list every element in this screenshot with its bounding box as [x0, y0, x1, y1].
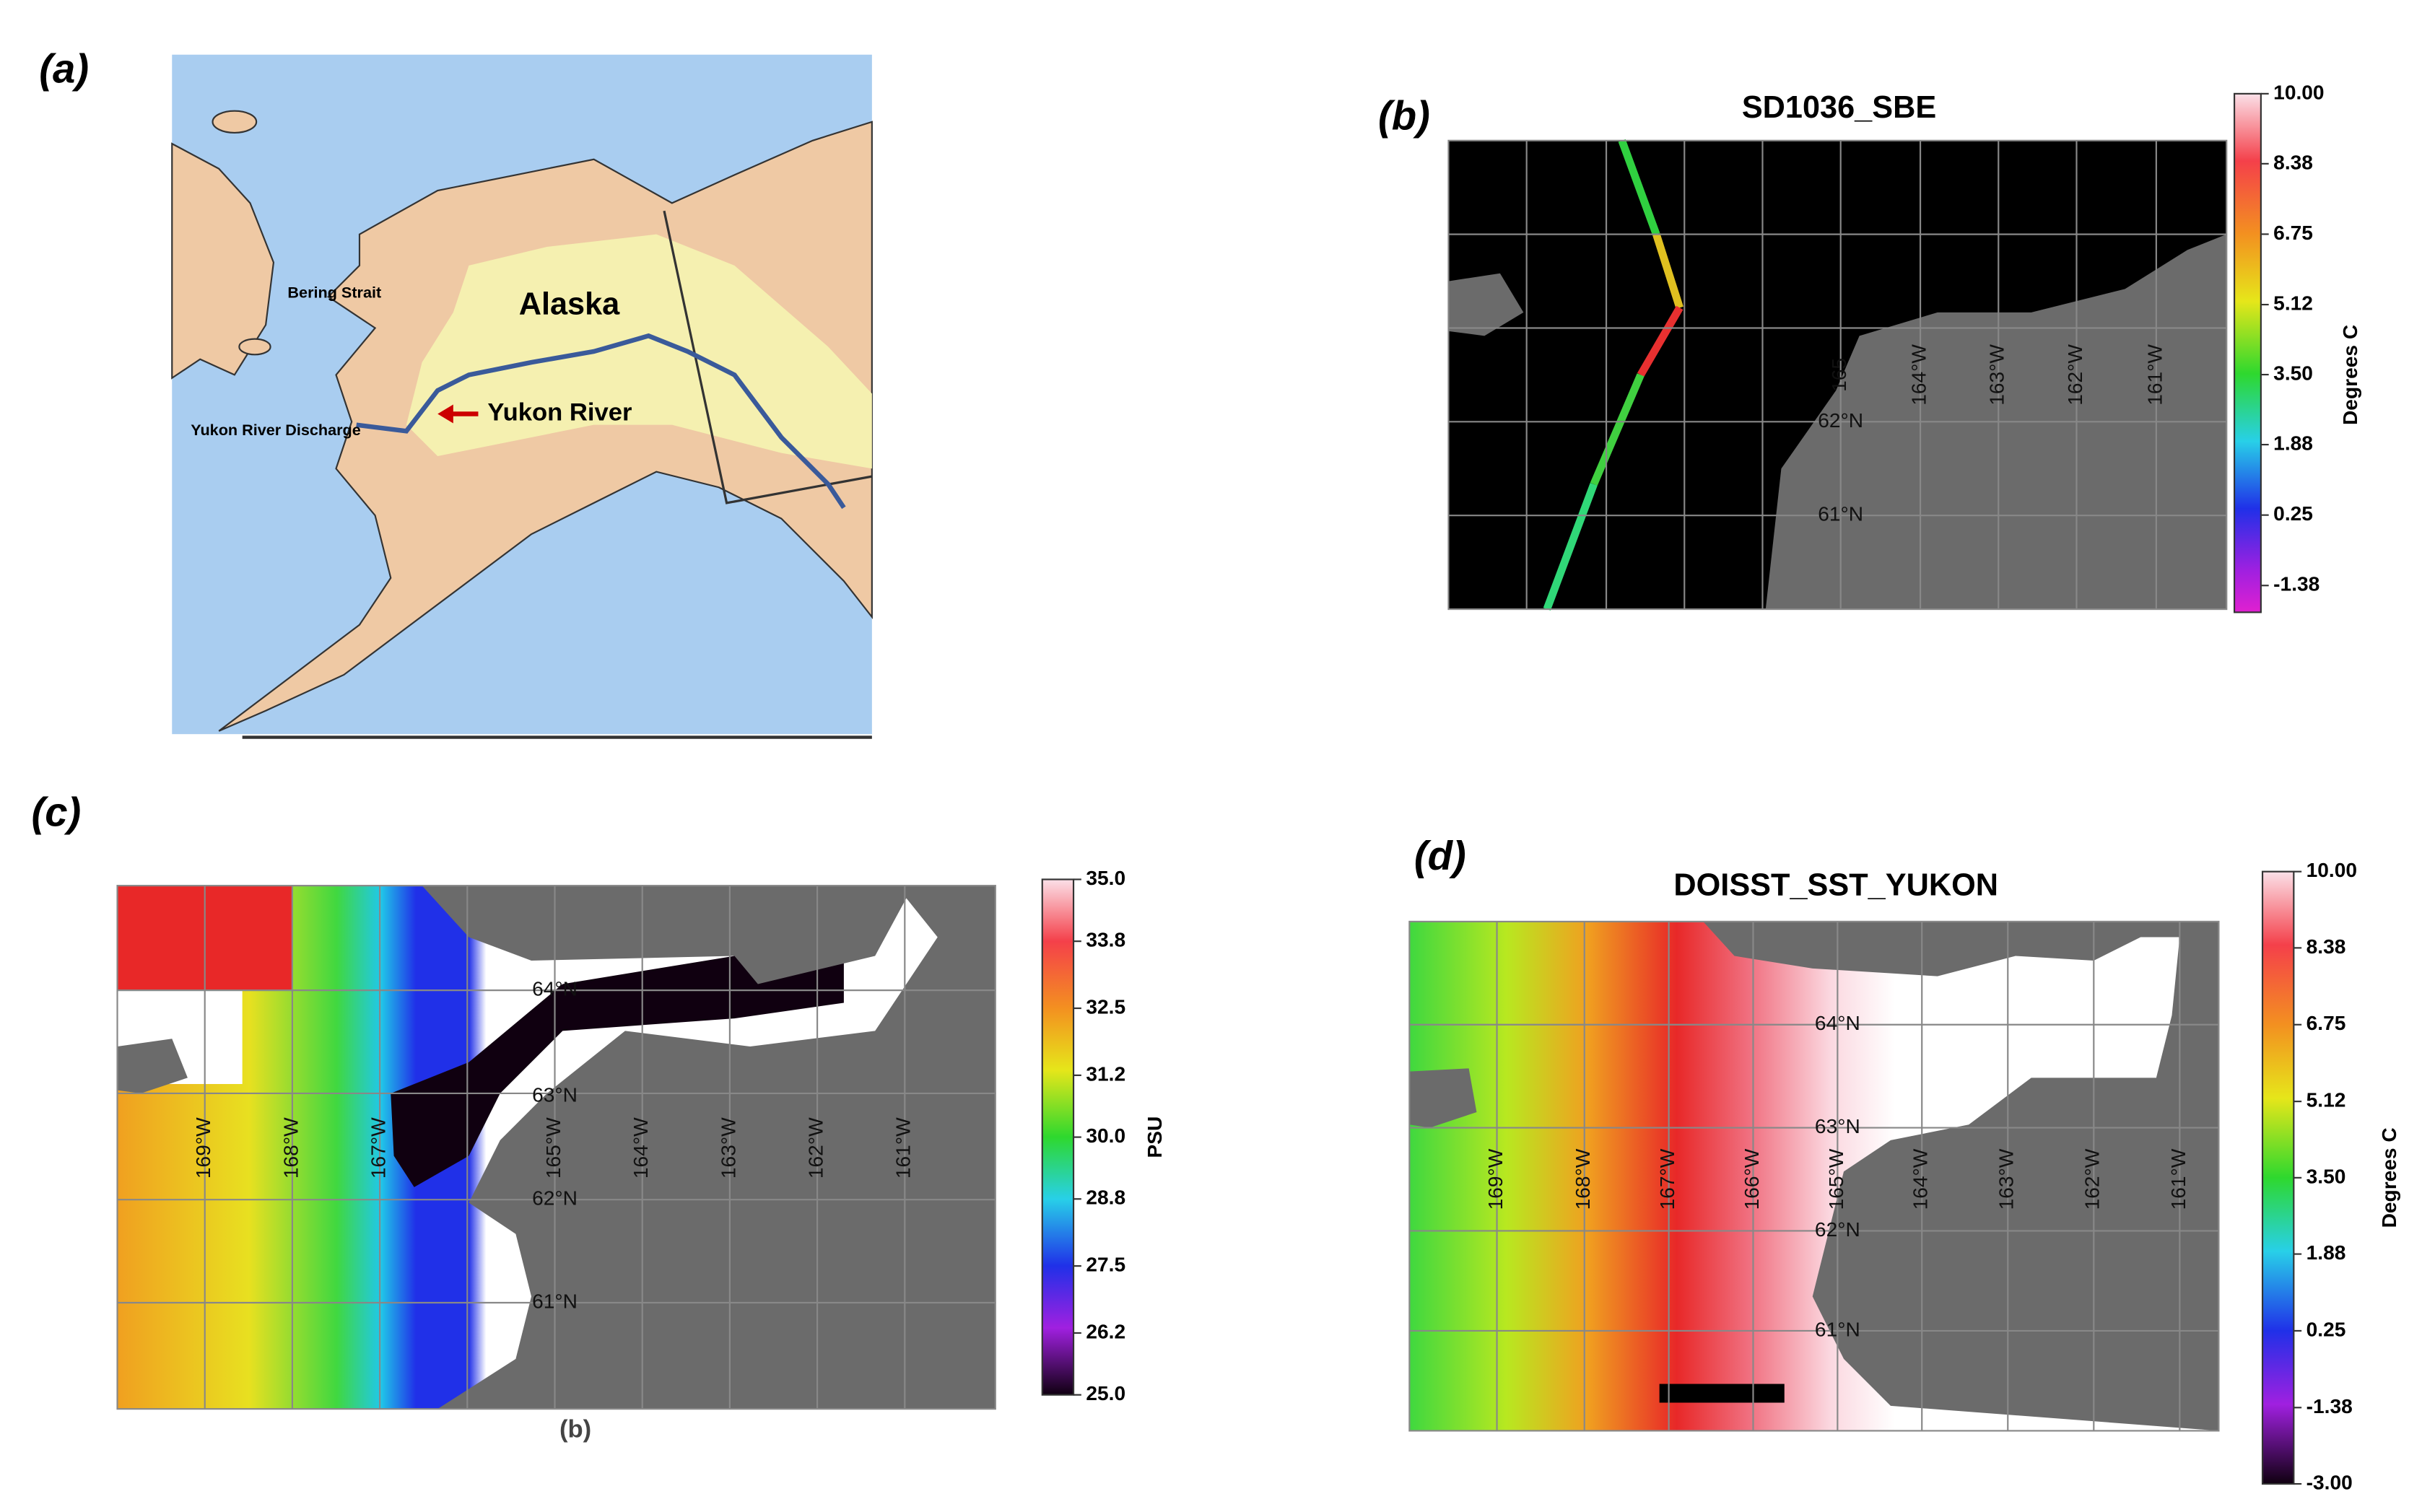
lon-label: 161°W	[892, 1117, 915, 1179]
lon-label: 161°W	[2167, 1148, 2190, 1210]
lat-label: 61°N	[1815, 1318, 1860, 1340]
colorbar-tick-label: 33.8	[1086, 929, 1125, 951]
lon-label: 166°W	[1741, 1148, 1763, 1210]
colorbar-tick-label: 6.75	[2273, 222, 2313, 244]
lon-label: 162°W	[2064, 344, 2086, 406]
colorbar-tick-label: 30.0	[1086, 1124, 1125, 1147]
colorbar-tick-label: -1.38	[2306, 1395, 2353, 1417]
land	[1409, 1068, 1477, 1128]
lon-label: 165	[1828, 358, 1850, 392]
lat-label: 63°N	[532, 1084, 578, 1106]
map-a: Alaska Bering Strait Yukon River Dischar…	[171, 54, 873, 739]
map-label: Bering Strait	[287, 284, 381, 302]
land	[1448, 273, 1524, 336]
lat-label: 61°N	[1818, 503, 1863, 525]
colorbar-tick-label: 3.50	[2306, 1165, 2346, 1187]
lat-label: 63°N	[1815, 1115, 1860, 1137]
river	[356, 333, 846, 510]
colorbar-tick-label: 10.00	[2306, 859, 2357, 881]
yukon-basin	[406, 234, 872, 469]
panel-label: (d)	[1414, 833, 1466, 878]
lon-label: 161°W	[2143, 344, 2166, 406]
track	[1652, 232, 1683, 310]
track	[1543, 483, 1598, 611]
colorbar	[2234, 92, 2262, 613]
lat-label: 64°N	[532, 978, 578, 1000]
island	[238, 338, 271, 356]
colorbar-tick-label: 1.88	[2306, 1241, 2346, 1264]
colorbar-tick-label: 8.38	[2306, 935, 2346, 958]
lon-label: 167°W	[1656, 1148, 1678, 1210]
russia	[171, 142, 275, 380]
lon-label: 162°W	[805, 1117, 827, 1179]
colorbar-tick-label: -1.38	[2273, 573, 2319, 595]
lon-label: 164°W	[1909, 1148, 1932, 1210]
lat-label: 62°N	[1815, 1218, 1860, 1241]
panel-title: SD1036_SBE	[1742, 90, 1936, 125]
colorbar-tick-label: 28.8	[1086, 1187, 1125, 1209]
colorbar	[1041, 878, 1075, 1396]
track	[1590, 373, 1645, 486]
colorbar-tick-label: 3.50	[2273, 362, 2313, 384]
track	[1637, 305, 1683, 377]
lon-label: 165°W	[542, 1117, 565, 1179]
land	[117, 1039, 188, 1093]
colorbar-tick-label: 0.25	[2306, 1318, 2346, 1340]
lon-label: 169°W	[192, 1117, 214, 1179]
colorbar-tick-label: 5.12	[2306, 1089, 2346, 1111]
lon-label: 163°W	[717, 1117, 739, 1179]
colorbar	[2261, 870, 2295, 1485]
map-label: Alaska	[519, 287, 620, 322]
colorbar-tick-label: 32.5	[1086, 995, 1125, 1018]
colorbar-tick-label: 25.0	[1086, 1382, 1125, 1404]
map-d	[1409, 921, 2219, 1431]
lat-label: 64°N	[1815, 1012, 1860, 1034]
colorbar-tick-label: 31.2	[1086, 1062, 1125, 1085]
colorbar-tick-label: 35.0	[1086, 867, 1125, 889]
map-frame	[1408, 920, 2220, 1432]
colorbar-label: Degrees C	[2378, 1127, 2400, 1228]
lon-label: 164°W	[1908, 344, 1930, 406]
colorbar-tick-label: -3.00	[2306, 1471, 2353, 1493]
lon-label: 168°W	[279, 1117, 302, 1179]
panel-label: (b)	[1378, 92, 1430, 138]
lat-label: 62°N	[532, 1187, 578, 1210]
panel-title: DOISST_SST_YUKON	[1673, 868, 1998, 903]
lon-label: 167°W	[367, 1117, 390, 1179]
map-frame	[116, 885, 996, 1410]
lon-label: 163°W	[1995, 1148, 2018, 1210]
colorbar-label: PSU	[1144, 1116, 1166, 1158]
lon-label: 164°W	[630, 1117, 652, 1179]
lat-label: 62°N	[1818, 409, 1863, 432]
lon-label: 163°W	[1986, 344, 2008, 406]
border	[663, 210, 873, 504]
colorbar-tick-label: 10.00	[2273, 81, 2324, 103]
arrow-head	[437, 404, 453, 424]
colorbar-tick-label: 26.2	[1086, 1320, 1125, 1342]
island	[212, 110, 258, 134]
colorbar-tick-label: 0.25	[2273, 502, 2313, 525]
map-frame	[1447, 139, 2228, 611]
lon-label: 169°W	[1484, 1148, 1507, 1210]
field	[1659, 1384, 1785, 1403]
lon-label: 165°W	[1825, 1148, 1847, 1210]
colorbar-tick-label: 6.75	[2306, 1012, 2346, 1034]
panel-label: (c)	[31, 790, 81, 835]
land	[422, 886, 996, 1410]
map-label: Yukon River	[487, 399, 632, 427]
lat-label: 61°N	[532, 1290, 578, 1312]
colorbar-tick-label: 27.5	[1086, 1254, 1125, 1276]
stray-label: (b)	[559, 1416, 591, 1443]
colorbar-tick-label: 5.12	[2273, 292, 2313, 314]
track	[1618, 139, 1660, 236]
map-label: Yukon River Discharge	[191, 421, 361, 439]
land	[1703, 921, 2219, 1431]
panel-label: (a)	[39, 45, 89, 91]
lon-label: 162°W	[2081, 1148, 2104, 1210]
colorbar-tick-label: 1.88	[2273, 432, 2313, 455]
colorbar-tick-label: 8.38	[2273, 151, 2313, 173]
lon-label: 168°W	[1572, 1148, 1594, 1210]
colorbar-label: Degrees C	[2339, 325, 2361, 425]
